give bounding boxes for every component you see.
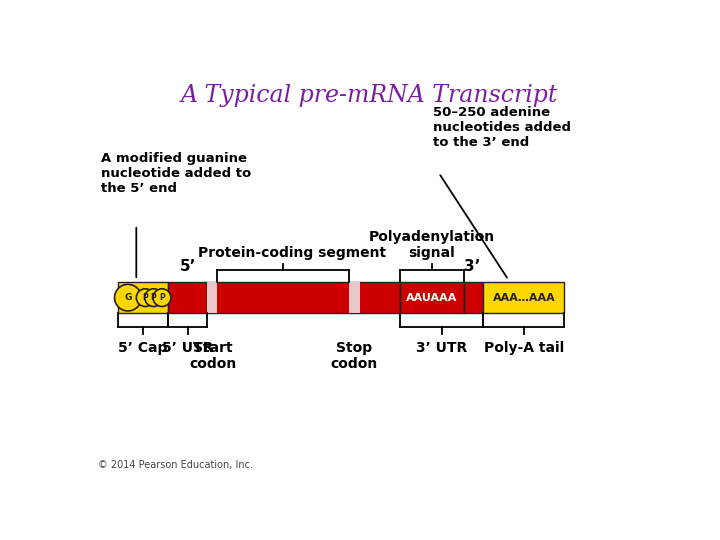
Text: 5’ Cap: 5’ Cap — [118, 341, 168, 355]
Text: P: P — [159, 293, 165, 302]
Text: Start
codon: Start codon — [189, 341, 236, 372]
Text: 5’: 5’ — [179, 259, 196, 274]
Text: A modified guanine
nucleotide added to
the 5’ end: A modified guanine nucleotide added to t… — [101, 152, 251, 195]
Ellipse shape — [114, 285, 141, 311]
Text: © 2014 Pearson Education, Inc.: © 2014 Pearson Education, Inc. — [99, 460, 253, 470]
Text: 50–250 adenine
nucleotides added
to the 3’ end: 50–250 adenine nucleotides added to the … — [433, 106, 571, 150]
Text: G: G — [125, 293, 132, 302]
FancyBboxPatch shape — [207, 282, 217, 313]
FancyBboxPatch shape — [118, 282, 168, 313]
Text: 3’ UTR: 3’ UTR — [416, 341, 467, 355]
Text: Poly-A tail: Poly-A tail — [484, 341, 564, 355]
Ellipse shape — [136, 289, 154, 307]
Text: Protein-coding segment: Protein-coding segment — [198, 246, 387, 260]
FancyBboxPatch shape — [349, 282, 359, 313]
Text: 3’: 3’ — [464, 259, 480, 274]
Text: P: P — [143, 293, 148, 302]
Text: Stop
codon: Stop codon — [331, 341, 378, 372]
FancyBboxPatch shape — [400, 282, 464, 313]
FancyBboxPatch shape — [464, 282, 483, 313]
Text: P: P — [150, 293, 156, 302]
FancyBboxPatch shape — [207, 282, 400, 313]
Ellipse shape — [153, 289, 171, 307]
Text: A Typical pre-mRNA Transcript: A Typical pre-mRNA Transcript — [180, 84, 558, 106]
Text: Polyadenylation
signal: Polyadenylation signal — [369, 230, 495, 260]
FancyBboxPatch shape — [168, 282, 207, 313]
Ellipse shape — [145, 289, 163, 307]
FancyBboxPatch shape — [483, 282, 564, 313]
Text: AAA…AAA: AAA…AAA — [492, 293, 555, 302]
Text: AAUAAA: AAUAAA — [406, 293, 457, 302]
Text: 5’ UTR: 5’ UTR — [162, 341, 213, 355]
